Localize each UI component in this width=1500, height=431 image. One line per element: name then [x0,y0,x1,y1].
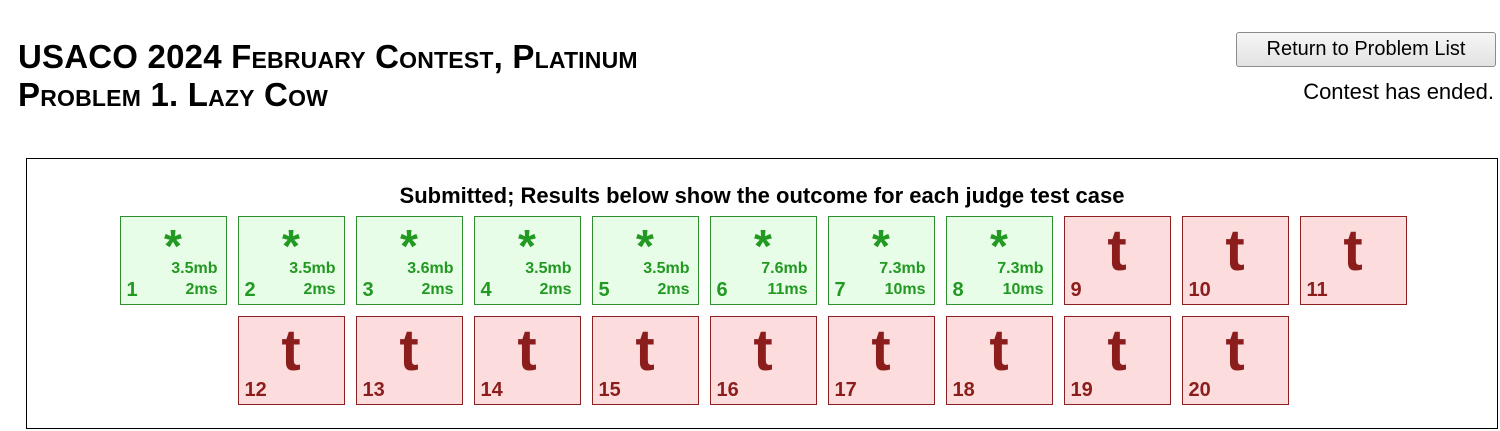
test-case-memory: 3.6mb [407,260,454,277]
timeout-icon: t [1107,318,1127,383]
test-case-number: 8 [952,279,964,301]
contest-title: USACO 2024 February Contest, Platinum [18,38,638,75]
timeout-icon: t [635,318,655,383]
test-case-number: 10 [1188,279,1211,301]
test-case-12: t 12 [237,316,345,405]
results-heading: Submitted; Results below show the outcom… [399,183,1125,208]
passed-star-icon: * [282,220,300,272]
test-case-memory: 3.5mb [643,260,690,277]
passed-star-icon: * [518,220,536,272]
test-case-time: 2ms [185,281,218,298]
test-case-5: * 3.5mb 2ms 5 [591,216,699,305]
test-case-18: t 18 [945,316,1053,405]
passed-star-icon: * [872,220,890,272]
test-case-16: t 16 [709,316,817,405]
test-case-number: 11 [1306,279,1328,301]
test-case-number: 18 [952,379,975,401]
test-case-number: 2 [244,279,256,301]
timeout-icon: t [517,318,537,383]
test-case-number: 3 [362,279,374,301]
test-case-8: * 7.3mb 10ms 8 [945,216,1053,305]
test-case-20: t 20 [1181,316,1289,405]
test-case-number: 20 [1188,379,1211,401]
test-case-number: 6 [716,279,728,301]
test-case-time: 10ms [884,281,926,298]
test-case-time: 2ms [421,281,454,298]
problem-title: Problem 1. Lazy Cow [18,76,329,113]
test-case-memory: 3.5mb [525,260,572,277]
test-case-number: 4 [480,279,492,301]
test-case-memory: 7.3mb [879,260,926,277]
timeout-icon: t [1343,218,1363,283]
test-case-time: 2ms [539,281,572,298]
test-case-number: 12 [244,379,267,401]
test-case-memory: 3.5mb [289,260,336,277]
test-case-number: 1 [126,279,138,301]
test-case-number: 14 [480,379,503,401]
test-case-number: 5 [598,279,610,301]
test-case-number: 16 [716,379,739,401]
timeout-icon: t [989,318,1009,383]
timeout-icon: t [871,318,891,383]
test-case-time: 10ms [1002,281,1044,298]
test-case-number: 17 [834,379,857,401]
timeout-icon: t [281,318,301,383]
test-case-7: * 7.3mb 10ms 7 [827,216,935,305]
test-case-6: * 7.6mb 11ms 6 [709,216,817,305]
test-case-memory: 7.6mb [761,260,808,277]
test-case-2: * 3.5mb 2ms 2 [237,216,345,305]
test-case-grid: * 3.5mb 2ms 1 * 3.5mb 2ms 2 * 3.6mb 2ms 3 * 3.5mb 2ms 4… [62,216,1464,405]
test-case-15: t 15 [591,316,699,405]
timeout-icon: t [753,318,773,383]
test-case-11: t 11 [1299,216,1407,305]
test-case-14: t 14 [473,316,581,405]
test-case-number: 9 [1070,279,1082,301]
test-case-memory: 3.5mb [171,260,218,277]
test-case-number: 19 [1070,379,1093,401]
test-case-10: t 10 [1181,216,1289,305]
test-case-17: t 17 [827,316,935,405]
timeout-icon: t [399,318,419,383]
timeout-icon: t [1107,218,1127,283]
page-title: USACO 2024 February Contest, Platinum Pr… [18,38,638,114]
test-case-1: * 3.5mb 2ms 1 [119,216,227,305]
passed-star-icon: * [990,220,1008,272]
test-case-time: 2ms [657,281,690,298]
test-case-19: t 19 [1063,316,1171,405]
test-case-time: 11ms [767,281,808,298]
test-case-memory: 7.3mb [997,260,1044,277]
return-to-problem-list-button[interactable]: Return to Problem List [1236,32,1496,67]
passed-star-icon: * [400,220,418,272]
timeout-icon: t [1225,318,1245,383]
contest-status-text: Contest has ended. [1303,79,1494,104]
test-case-time: 2ms [303,281,336,298]
test-case-number: 13 [362,379,385,401]
passed-star-icon: * [164,220,182,272]
passed-star-icon: * [636,220,654,272]
timeout-icon: t [1225,218,1245,283]
test-case-number: 15 [598,379,621,401]
test-case-4: * 3.5mb 2ms 4 [473,216,581,305]
test-case-number: 7 [834,279,846,301]
test-case-3: * 3.6mb 2ms 3 [355,216,463,305]
test-case-13: t 13 [355,316,463,405]
results-panel: Submitted; Results below show the outcom… [26,158,1498,429]
passed-star-icon: * [754,220,772,272]
